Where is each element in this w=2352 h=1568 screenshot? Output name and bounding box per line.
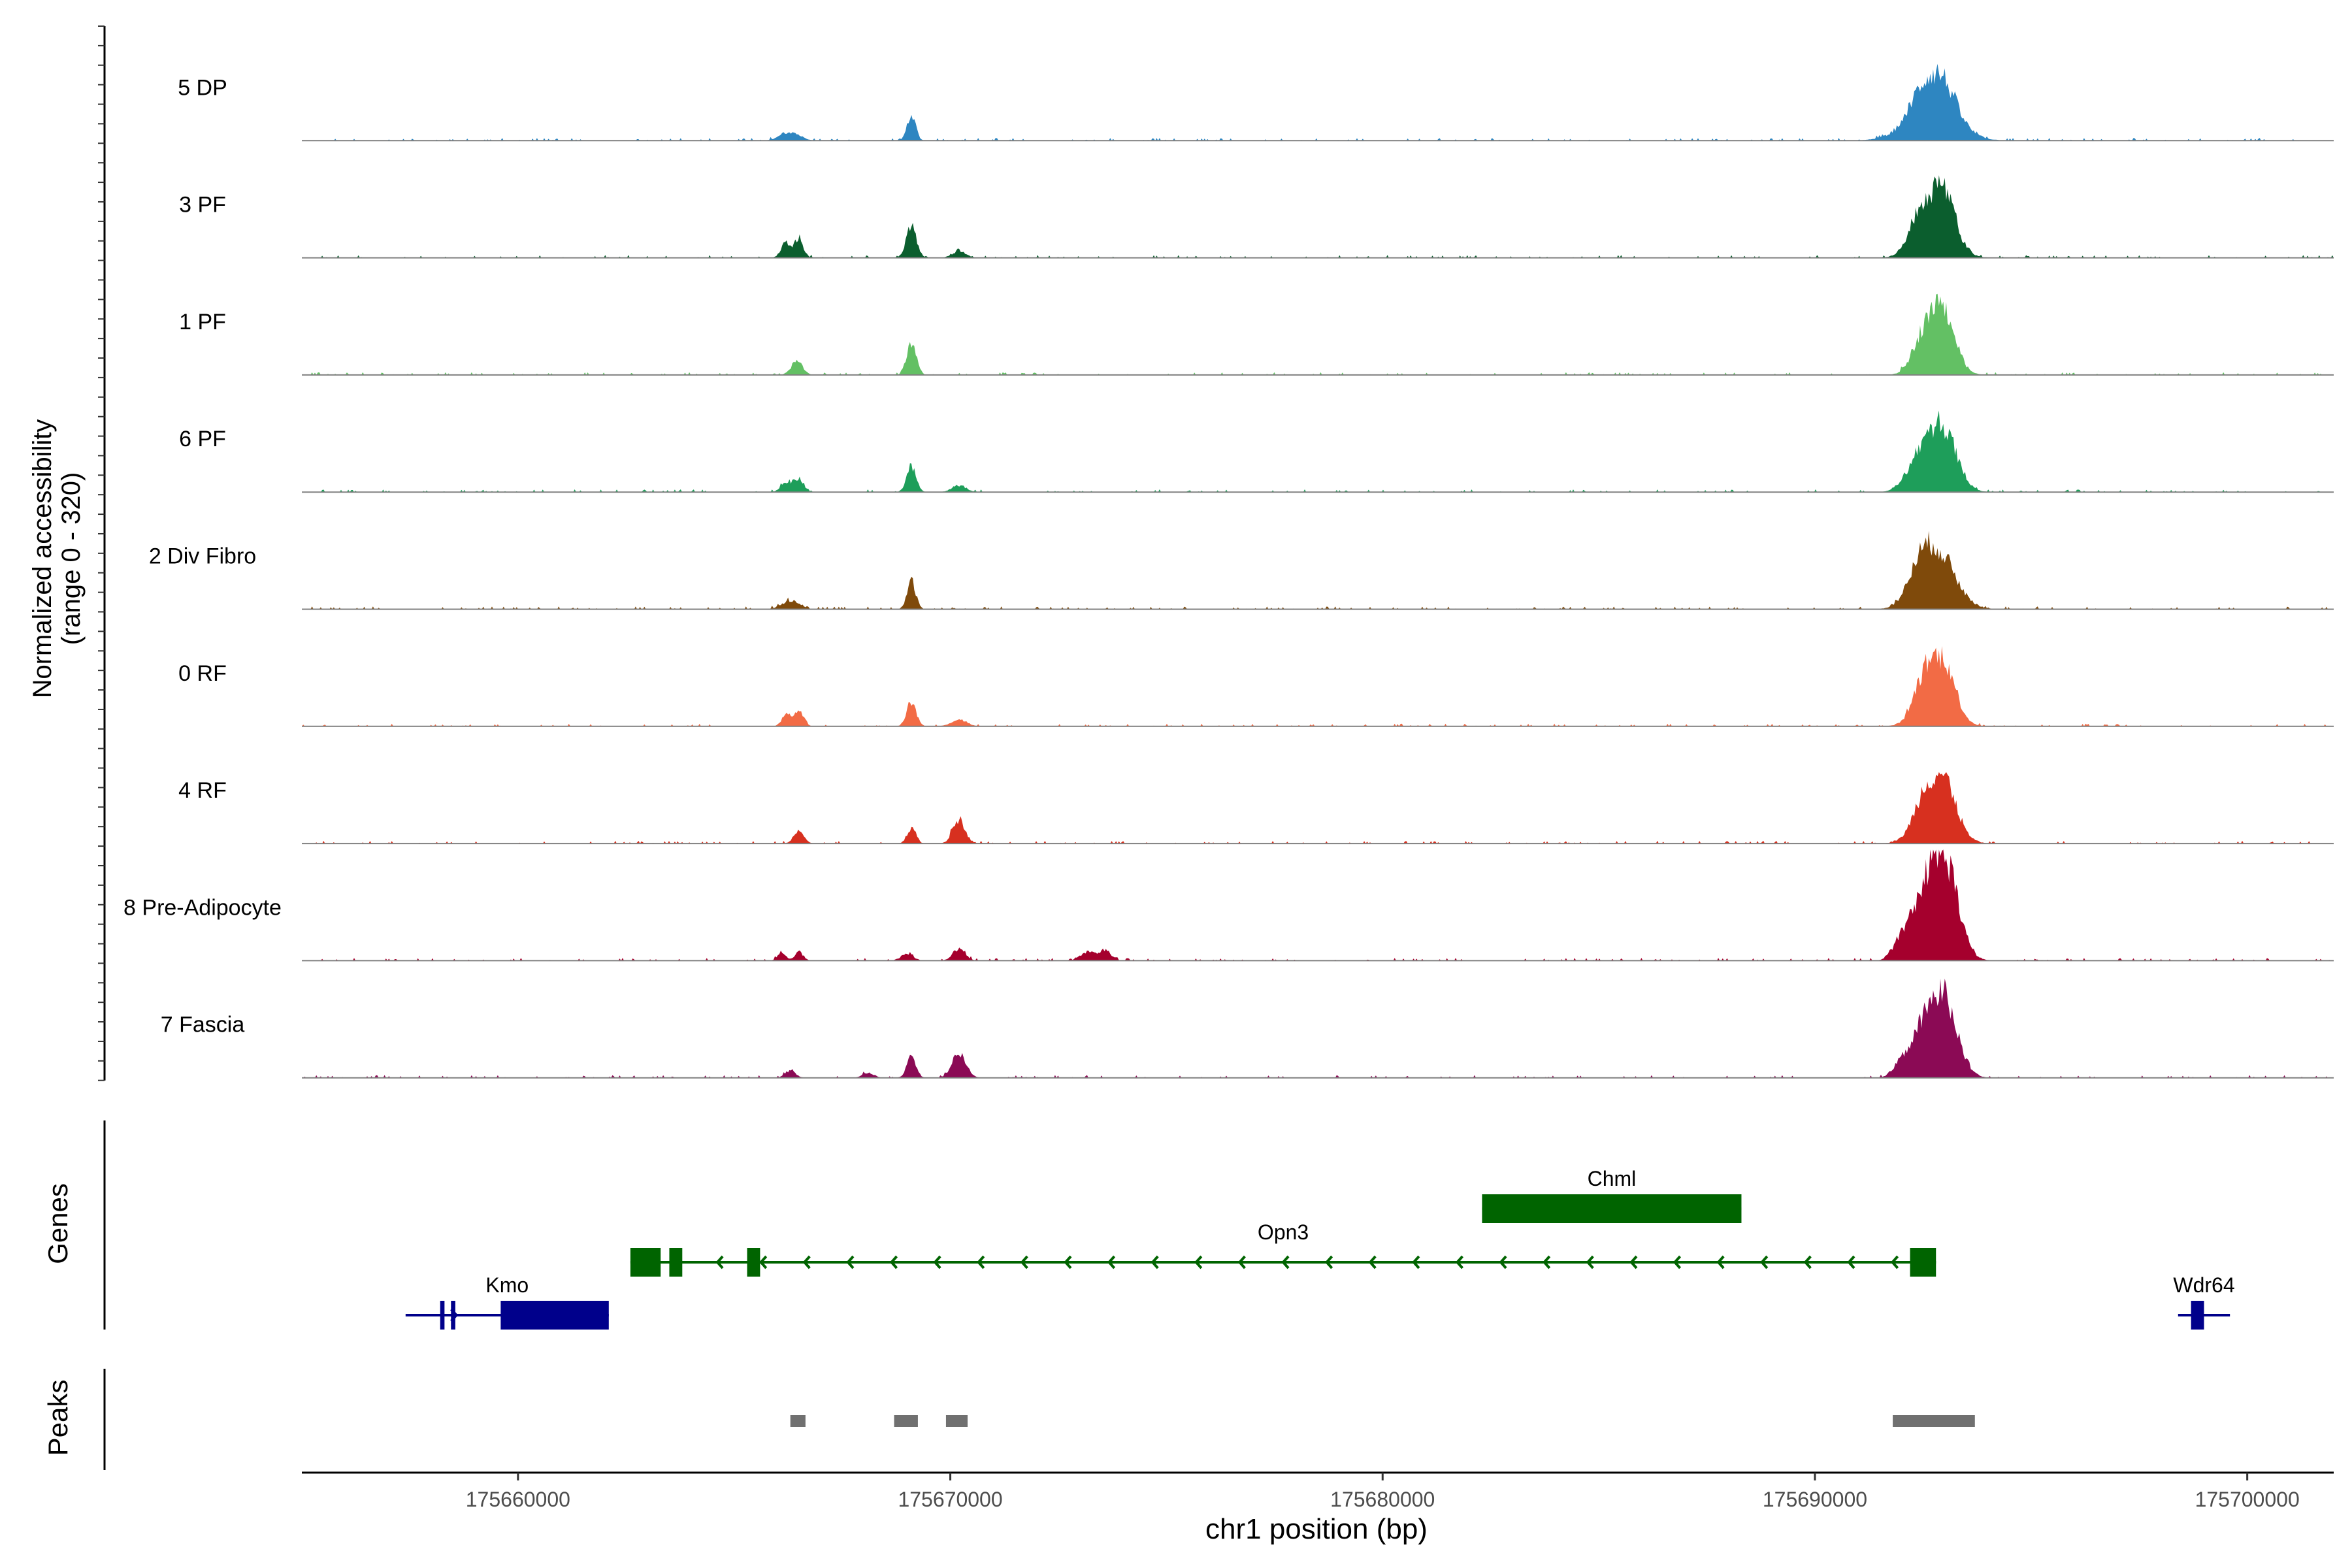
strand-arrow (977, 1255, 985, 1269)
x-tick-label: 175670000 (898, 1488, 1002, 1511)
coverage-area (302, 645, 2334, 727)
strand-arrow (1455, 1255, 1464, 1269)
track-3-pf: 3 PF (179, 175, 2334, 259)
x-tick-label: 175680000 (1330, 1488, 1435, 1511)
strand-arrow (1586, 1255, 1594, 1269)
coverage-tracks: 5 DP 3 PF 1 PF 6 PF 2 Div Fibro 0 RF 4 RF 8 Pre… (123, 63, 2334, 1079)
strand-arrow (1543, 1255, 1551, 1269)
peak-region (945, 1415, 968, 1427)
track-label: 3 PF (179, 193, 226, 218)
strand-arrow (1324, 1255, 1333, 1269)
strand-arrow (1673, 1255, 1682, 1269)
peak-region (790, 1415, 806, 1427)
y-axis-label-line1: Normalized accessibility (28, 419, 57, 698)
strand-arrow (1020, 1255, 1028, 1269)
coverage-area (302, 175, 2334, 258)
strand-arrow (1716, 1255, 1725, 1269)
track-7-fascia: 7 Fascia (161, 978, 2334, 1079)
track-4-rf: 4 RF (178, 772, 2334, 845)
strand-arrow (1368, 1255, 1377, 1269)
coverage-area (302, 531, 2334, 610)
peak-region (894, 1415, 918, 1427)
gene-exon (2191, 1301, 2204, 1330)
gene-label: Opn3 (1258, 1220, 1309, 1244)
gene-exon (669, 1248, 683, 1277)
x-axis: 175660000 175670000 175680000 175690000 1757… (302, 1471, 2334, 1511)
track-label: 5 DP (178, 75, 227, 100)
gene-opn3: Opn3 (630, 1220, 1936, 1277)
gene-wdr64: Wdr64 (2173, 1273, 2235, 1330)
gene-exon (630, 1248, 661, 1277)
strand-arrow (759, 1255, 768, 1269)
gene-label: Chml (1588, 1167, 1637, 1190)
strand-arrow (846, 1255, 855, 1269)
x-tick-label: 175660000 (466, 1488, 570, 1511)
strand-arrow (715, 1255, 724, 1269)
track-0-rf: 0 RF (178, 645, 2334, 727)
track-1-pf: 1 PF (179, 293, 2334, 376)
gene-exon (1482, 1194, 1742, 1223)
strand-arrow (1847, 1255, 1855, 1269)
gene-label: Kmo (485, 1273, 529, 1297)
gene-exon (500, 1301, 609, 1330)
track-5-dp: 5 DP (178, 63, 2334, 142)
coverage-area (302, 293, 2334, 375)
track-label: 4 RF (178, 778, 227, 803)
track-label: 6 PF (179, 427, 226, 451)
coverage-area (302, 410, 2334, 493)
track-6-pf: 6 PF (179, 410, 2334, 493)
gene-exon (1910, 1248, 1936, 1277)
track-2-div-fibro: 2 Div Fibro (149, 531, 2334, 610)
strand-arrow (1107, 1255, 1116, 1269)
y-axis (98, 25, 106, 1081)
track-label: 8 Pre-Adipocyte (123, 895, 282, 920)
strand-arrow (1803, 1255, 1812, 1269)
peak-region (1893, 1415, 1975, 1427)
strand-arrow (1194, 1255, 1203, 1269)
strand-arrow (1499, 1255, 1507, 1269)
gene-exon (451, 1301, 455, 1330)
strand-arrow (802, 1255, 811, 1269)
gene-chml: Chml (1482, 1167, 1742, 1223)
x-tick-label: 175700000 (2195, 1488, 2300, 1511)
coverage-area (302, 849, 2334, 961)
strand-arrow (1064, 1255, 1072, 1269)
track-label: 7 Fascia (161, 1013, 245, 1037)
strand-arrow (1151, 1255, 1159, 1269)
genes-panel: Chml Opn3 Kmo Wdr64 (103, 1120, 2235, 1330)
gene-exon (747, 1248, 760, 1277)
strand-arrow (1412, 1255, 1420, 1269)
coverage-area (302, 63, 2334, 141)
gene-kmo: Kmo (405, 1273, 609, 1330)
coverage-area (302, 772, 2334, 844)
track-label: 0 RF (178, 661, 227, 686)
strand-arrow (1890, 1255, 1899, 1269)
peaks-panel-label: Peaks (42, 1380, 73, 1456)
strand-arrow (1237, 1255, 1246, 1269)
strand-arrow (1760, 1255, 1769, 1269)
gene-exon (440, 1301, 445, 1330)
track-8-pre-adipocyte: 8 Pre-Adipocyte (123, 849, 2334, 962)
strand-arrow (1629, 1255, 1638, 1269)
y-axis-label-line2: (range 0 - 320) (57, 472, 86, 645)
track-label: 1 PF (179, 310, 226, 335)
strand-arrow (889, 1255, 898, 1269)
strand-arrow (933, 1255, 941, 1269)
genes-panel-label: Genes (42, 1183, 73, 1264)
gene-label: Wdr64 (2173, 1273, 2234, 1297)
track-label: 2 Div Fibro (149, 544, 256, 569)
x-axis-label: chr1 position (bp) (1205, 1513, 1428, 1545)
x-tick-label: 175690000 (1763, 1488, 1867, 1511)
coverage-area (302, 978, 2334, 1078)
peaks-panel (103, 1369, 1975, 1470)
strand-arrow (1281, 1255, 1290, 1269)
